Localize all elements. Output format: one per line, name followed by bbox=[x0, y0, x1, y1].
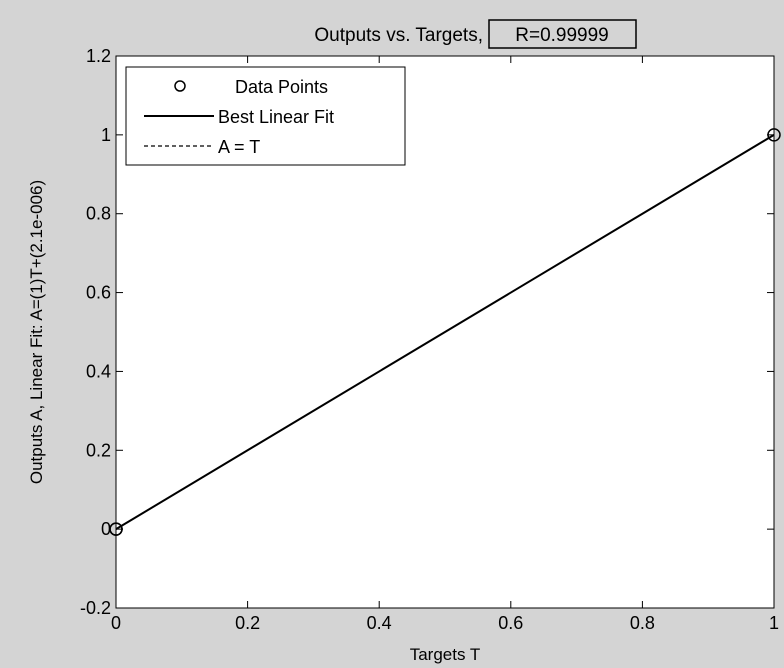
x-tick-label: 0.4 bbox=[367, 613, 392, 633]
y-tick-label: 0.4 bbox=[86, 361, 111, 381]
x-tick-label: 0 bbox=[111, 613, 121, 633]
x-tick-label: 1 bbox=[769, 613, 779, 633]
y-axis-label: Outputs A, Linear Fit: A=(1)T+(2.1e-006) bbox=[27, 180, 46, 484]
data-point-marker bbox=[767, 128, 781, 142]
chart-title: Outputs vs. Targets, bbox=[314, 25, 483, 46]
x-axis-label: Targets T bbox=[410, 645, 481, 664]
r-value-box bbox=[488, 19, 637, 49]
series-layer bbox=[109, 128, 781, 536]
data-point-marker bbox=[109, 522, 123, 536]
r-value-label: R=0.99999 bbox=[515, 25, 609, 46]
y-tick-label: 1 bbox=[101, 125, 111, 145]
legend: Data Points Best Linear Fit A = T bbox=[125, 66, 406, 166]
x-tick-label: 0.8 bbox=[630, 613, 655, 633]
y-tick-label: 0.8 bbox=[86, 204, 111, 224]
y-tick-label: -0.2 bbox=[80, 598, 111, 618]
identity-line-a-equals-t bbox=[115, 134, 775, 530]
y-tick-label: 1.2 bbox=[86, 46, 111, 66]
y-tick-label: 0 bbox=[101, 519, 111, 539]
legend-label-data-points: Data Points bbox=[235, 77, 328, 97]
y-tick-label: 0.2 bbox=[86, 440, 111, 460]
legend-circle-marker-icon bbox=[174, 80, 186, 92]
x-tick-label: 0.2 bbox=[235, 613, 260, 633]
x-tick-label: 0.6 bbox=[498, 613, 523, 633]
legend-label-best-linear-fit: Best Linear Fit bbox=[218, 107, 334, 127]
y-tick-label: 0.6 bbox=[86, 283, 111, 303]
legend-label-a-equals-t: A = T bbox=[218, 137, 260, 157]
axis-ticks: 0 0.2 0.4 0.6 0.8 1-0.200.20.40.60.811.2 bbox=[80, 46, 779, 633]
